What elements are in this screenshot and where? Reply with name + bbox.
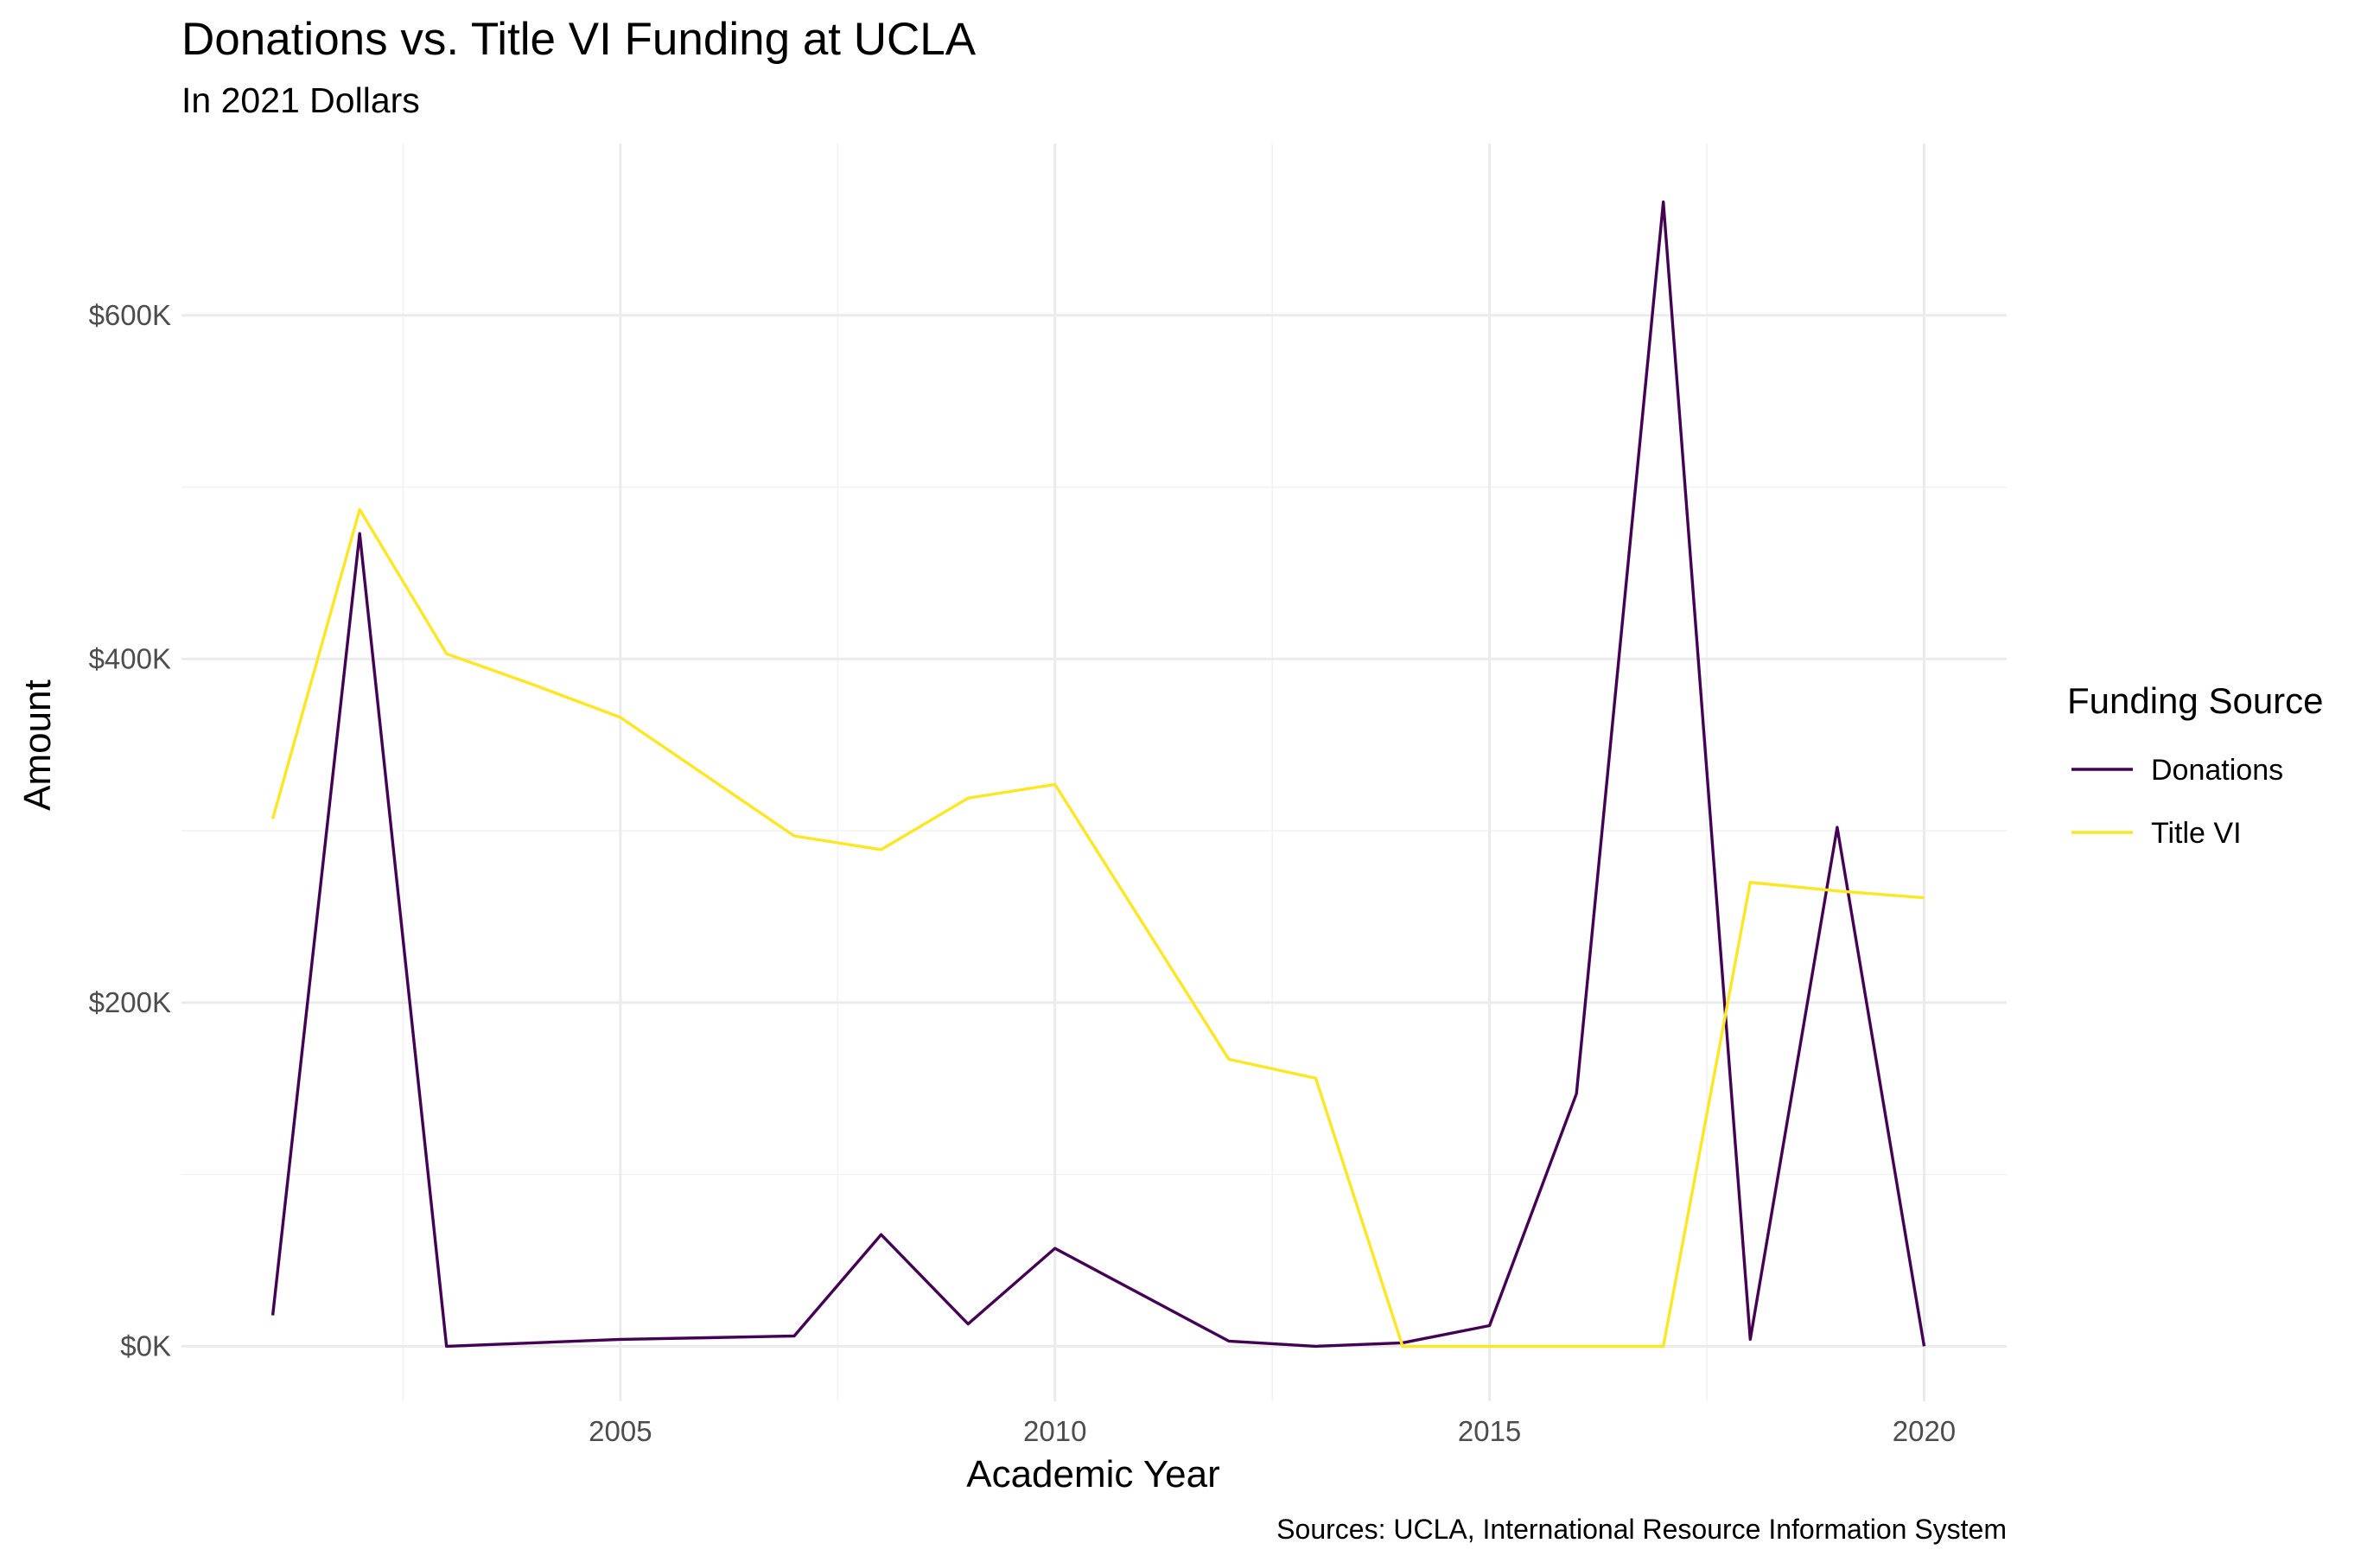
legend: Funding Source Donations Title VI: [2067, 680, 2324, 850]
legend-label-donations: Donations: [2151, 754, 2283, 787]
y-axis-ticks: $0K $200K $400K $600K: [89, 299, 171, 1362]
series-line-title-vi: [270, 507, 1925, 1349]
grid-lines: [181, 143, 2007, 1401]
y-tick-label: $600K: [89, 299, 171, 331]
y-tick-label: $0K: [120, 1330, 171, 1362]
y-tick-label: $200K: [89, 986, 171, 1018]
y-tick-label: $400K: [89, 642, 171, 674]
legend-label-title-vi: Title VI: [2151, 817, 2242, 850]
x-tick-label: 2015: [1458, 1415, 1521, 1447]
chart-caption: Sources: UCLA, International Resource In…: [1276, 1514, 2007, 1545]
chart-title: Donations vs. Title VI Funding at UCLA: [181, 14, 977, 65]
x-tick-label: 2020: [1893, 1415, 1956, 1447]
legend-title: Funding Source: [2067, 680, 2324, 721]
x-axis-title: Academic Year: [966, 1453, 1220, 1495]
x-tick-label: 2010: [1023, 1415, 1086, 1447]
chart-subtitle: In 2021 Dollars: [181, 80, 420, 120]
series-line-donations: [270, 200, 1926, 1349]
x-tick-label: 2005: [589, 1415, 652, 1447]
y-axis-title: Amount: [16, 679, 59, 811]
x-axis-ticks: 2005 2010 2015 2020: [589, 1415, 1956, 1447]
data-series: [270, 200, 1926, 1349]
